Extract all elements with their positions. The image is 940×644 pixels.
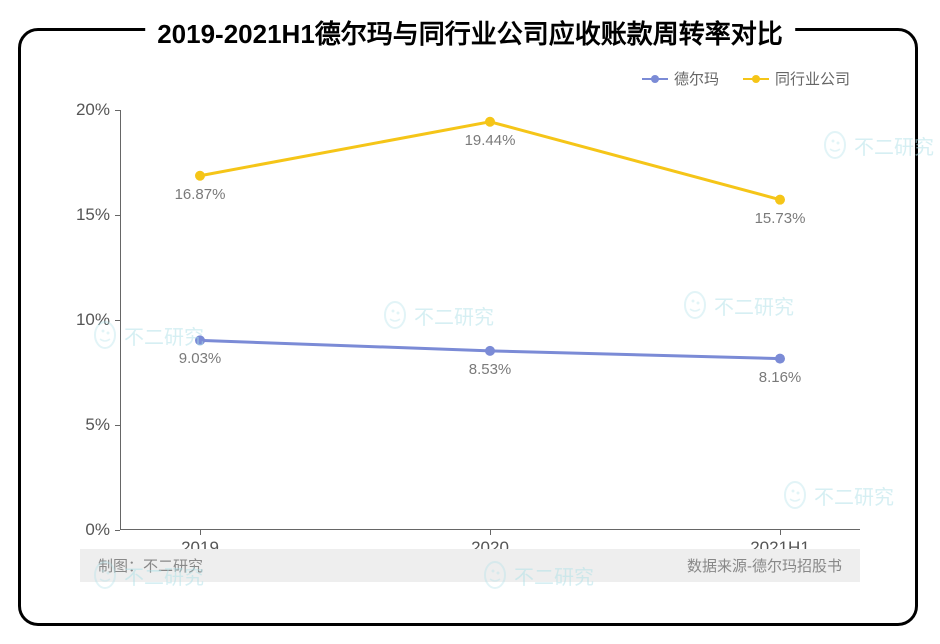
legend: 德尔玛 同行业公司 [642,68,850,89]
y-tick-mark [115,110,120,111]
legend-item-deerma: 德尔玛 [642,68,719,89]
footer-bar: 制图：不二研究 数据来源-德尔玛招股书 [80,549,860,582]
legend-item-peers: 同行业公司 [743,68,850,89]
data-label: 8.53% [469,361,512,378]
footer-right: 数据来源-德尔玛招股书 [687,555,842,576]
data-marker [195,335,205,345]
title-container: 2019-2021H1德尔玛与同行业公司应收账款周转率对比 [145,14,795,51]
y-tick-label: 15% [76,205,120,225]
y-tick-mark [115,215,120,216]
plot-area: 0%5%10%15%20%201920202021H19.03%8.53%8.1… [120,110,860,530]
legend-label: 同行业公司 [775,68,850,89]
data-label: 15.73% [755,210,806,227]
y-tick-mark [115,530,120,531]
legend-swatch-deerma [642,78,668,80]
data-label: 8.16% [759,369,802,386]
y-tick-mark [115,425,120,426]
data-marker [485,346,495,356]
data-label: 16.87% [175,186,226,203]
line-svg [120,110,860,530]
chart-title: 2019-2021H1德尔玛与同行业公司应收账款周转率对比 [157,14,783,51]
y-tick-label: 20% [76,100,120,120]
x-tick-mark [490,530,491,535]
data-label: 9.03% [179,350,222,367]
legend-swatch-peers [743,78,769,80]
data-marker [775,354,785,364]
data-label: 19.44% [465,132,516,149]
data-marker [775,195,785,205]
y-tick-label: 10% [76,310,120,330]
footer-left: 制图：不二研究 [98,555,203,576]
chart-area: 德尔玛 同行业公司 0%5%10%15%20%201920202021H19.0… [50,60,890,600]
data-marker [485,117,495,127]
x-tick-mark [780,530,781,535]
data-marker [195,171,205,181]
legend-label: 德尔玛 [674,68,719,89]
x-tick-mark [200,530,201,535]
y-tick-mark [115,320,120,321]
